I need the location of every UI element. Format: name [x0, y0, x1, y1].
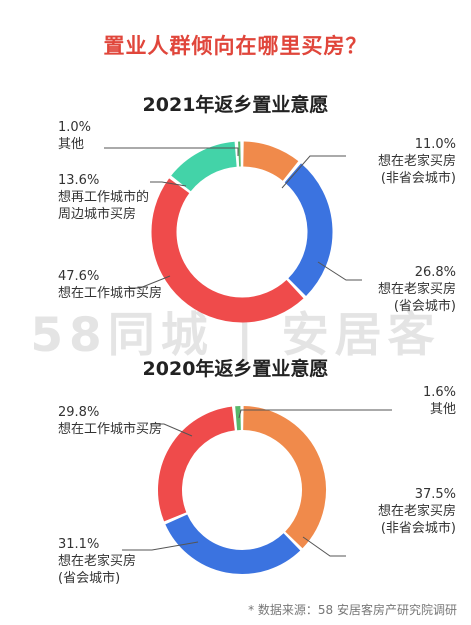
label-2021-work-city-surrounding: 13.6% 想再工作城市的 周边城市买房 — [58, 173, 150, 222]
chart-0-leader-3 — [150, 181, 187, 187]
chart-1-leader-1 — [122, 541, 199, 551]
label-2020-work-city: 29.8% 想在工作城市买房 — [58, 405, 163, 437]
label-2021-other: 1.0% 其他 — [58, 120, 92, 152]
chart-0-slice-1 — [284, 163, 333, 296]
label-2021-hometown-nonprovincial: 11.0% 想在老家买房 (非省会城市) — [377, 137, 456, 186]
label-2021-hometown-provincial: 26.8% 想在老家买房 (省会城市) — [377, 265, 456, 314]
label-2020-other: 1.6% 其他 — [422, 385, 456, 417]
page-title: 置业人群倾向在哪里买房？ — [103, 34, 368, 58]
chart-1-leader-2 — [150, 423, 193, 437]
data-source-note: * 数据来源：58 安居客房产研究院调研 — [248, 603, 457, 617]
label-2021-work-city: 47.6% 想在工作城市买房 — [58, 269, 163, 301]
chart-1-leader-0 — [302, 536, 346, 557]
chart-2021-title: 2021年返乡置业意愿 — [142, 94, 329, 116]
chart-2020-title: 2020年返乡置业意愿 — [142, 358, 329, 380]
chart-0-slice-3 — [171, 141, 238, 192]
chart-0-slice-2 — [151, 178, 304, 323]
label-2020-hometown-provincial: 31.1% 想在老家买房 (省会城市) — [58, 537, 137, 586]
label-2020-hometown-nonprovincial: 37.5% 想在老家买房 (非省会城市) — [377, 487, 456, 536]
chart-1-slice-2 — [158, 406, 236, 522]
chart-1-slice-0 — [242, 406, 326, 549]
chart-0-slice-0 — [242, 141, 299, 182]
chart-0-leader-4 — [104, 147, 239, 156]
chart-0-leader-1 — [317, 261, 362, 281]
chart-1-leader-3 — [238, 409, 392, 419]
chart-1-slice-1 — [165, 514, 301, 574]
chart-0-leader-0 — [281, 155, 346, 189]
chart-0-leader-2 — [130, 275, 171, 289]
